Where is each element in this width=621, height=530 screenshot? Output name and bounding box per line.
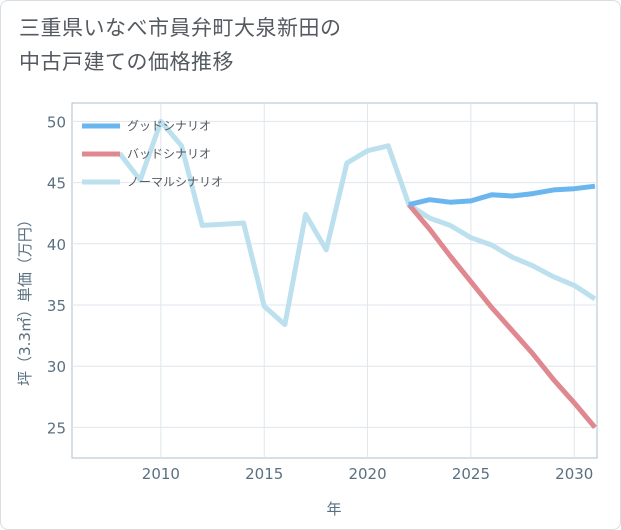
data-point (284, 324, 286, 326)
data-point (429, 228, 431, 230)
data-point (160, 120, 162, 122)
data-point (511, 330, 513, 332)
data-point (573, 284, 575, 286)
data-point (408, 204, 410, 206)
data-point (263, 305, 265, 307)
chart-title: 三重県いなべ市員弁町大泉新田の 中古戸建ての価格推移 (19, 11, 609, 79)
data-point (573, 188, 575, 190)
data-point (553, 189, 555, 191)
y-tick-label: 50 (47, 113, 66, 131)
data-point (511, 195, 513, 197)
chart-title-line-2: 中古戸建ての価格推移 (19, 50, 234, 74)
y-axis-label: 坪（3.3㎡）単価（万円） (16, 212, 34, 386)
data-point (305, 213, 307, 215)
data-point (532, 193, 534, 195)
x-tick-label: 2030 (555, 465, 593, 483)
series-line-0 (408, 183, 596, 208)
y-tick-label: 40 (47, 236, 66, 254)
y-tick-label: 25 (47, 419, 66, 437)
series-line-2 (117, 118, 597, 328)
data-point (139, 179, 141, 181)
series-lines (117, 118, 597, 430)
data-point (346, 162, 348, 164)
data-point (243, 222, 245, 224)
data-point (553, 379, 555, 381)
x-axis-label: 年 (326, 500, 341, 518)
x-tick-label: 2020 (348, 465, 386, 483)
data-point (594, 298, 596, 300)
data-point (573, 402, 575, 404)
data-point (491, 306, 493, 308)
series-line-1 (406, 202, 597, 430)
data-point (325, 249, 327, 251)
data-point (511, 256, 513, 258)
data-point (181, 145, 182, 147)
x-tick-label: 2010 (142, 465, 180, 483)
data-point (594, 426, 596, 428)
data-point (367, 150, 369, 152)
plot-area (71, 102, 598, 459)
data-point (222, 223, 224, 225)
data-point (553, 276, 555, 278)
x-axis-ticks: 2010 2015 2020 2025 2030 (142, 465, 594, 483)
y-tick-label: 35 (47, 297, 66, 315)
legend-label-1: バッドシナリオ (127, 147, 211, 161)
data-point (449, 224, 451, 226)
data-point (470, 200, 472, 202)
legend-label-0: グッドシナリオ (127, 119, 211, 133)
data-point (470, 281, 472, 283)
x-tick-label: 2025 (452, 465, 490, 483)
data-point (387, 145, 389, 147)
data-point (594, 185, 596, 187)
data-point (449, 201, 451, 203)
data-point (429, 217, 431, 219)
data-point (470, 237, 472, 239)
data-point (449, 255, 451, 257)
data-point (532, 265, 534, 267)
legend-label-2: ノーマルシナリオ (127, 175, 223, 189)
data-point (491, 244, 493, 246)
y-axis-ticks: 25 30 35 40 45 50 (47, 113, 66, 437)
x-tick-label: 2015 (245, 465, 283, 483)
data-point (491, 194, 493, 196)
data-point (532, 353, 534, 355)
data-point (429, 199, 431, 201)
y-tick-label: 30 (47, 358, 66, 376)
data-point (201, 224, 203, 226)
y-tick-label: 45 (47, 175, 66, 193)
chart-title-line-1: 三重県いなべ市員弁町大泉新田の (19, 16, 342, 40)
